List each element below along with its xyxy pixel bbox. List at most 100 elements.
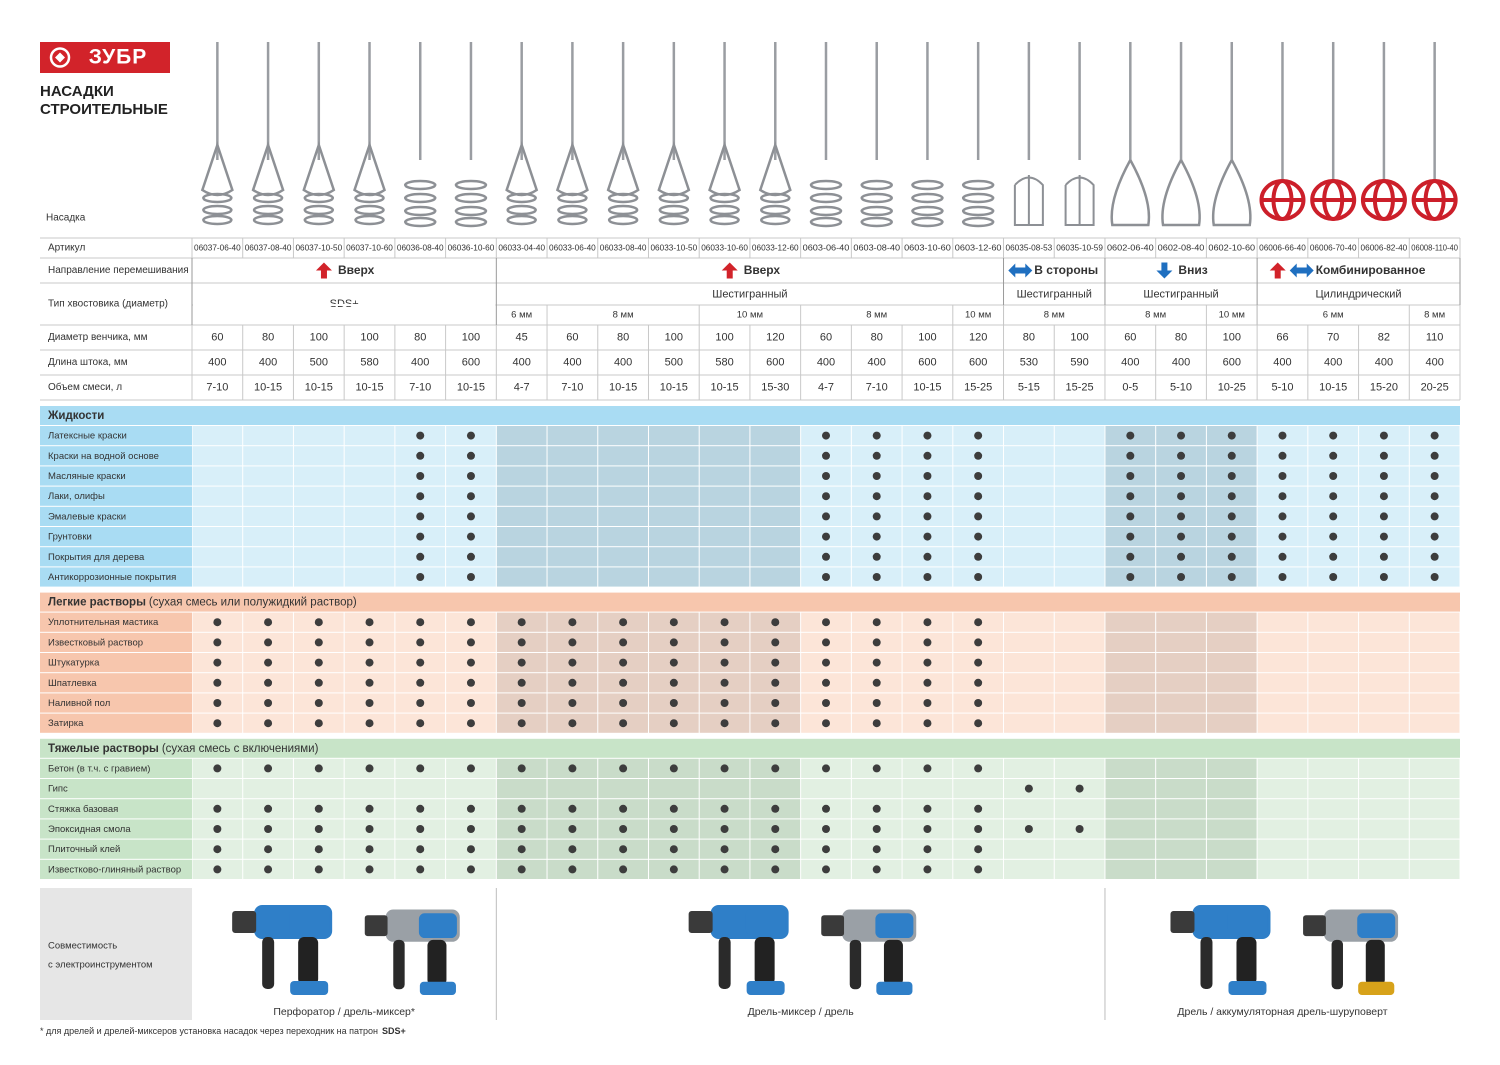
cell [1206,673,1257,693]
paddle-spiral [860,216,893,228]
compat-label: с электроинструментом [48,960,153,971]
cell [192,527,243,547]
dot [517,764,526,773]
dot [974,618,983,627]
dot [1278,573,1287,581]
dot [1379,431,1388,440]
spec-value: 100 [715,331,733,343]
cell [293,779,344,799]
spec-value: 80 [262,331,274,343]
spec-value: 600 [1223,356,1241,368]
dot [517,845,526,854]
cell [1105,632,1156,652]
dot [416,638,425,647]
cell [1308,632,1359,652]
cell [1105,779,1156,799]
cell [1257,859,1308,879]
row-label: Шпатлевка [48,678,97,689]
spec-value: 10-15 [305,381,333,393]
cell [547,567,598,587]
dot [822,638,830,647]
spec-value: 600 [462,356,480,368]
cell [648,567,699,587]
cell [1409,713,1460,733]
dot [669,845,678,854]
cell [699,506,750,526]
dot [923,431,932,440]
dot [923,552,932,561]
paddle-spiral [557,214,588,226]
cell [243,466,293,486]
paddle [911,42,944,228]
dot [416,451,425,460]
dot [669,658,678,667]
dot [568,825,577,833]
dot [974,719,983,728]
dot [1227,552,1236,561]
dot [974,573,983,581]
dot [365,825,374,833]
dot [1024,784,1033,793]
row-label: Краски на водной основе [48,451,159,462]
paddle-spiral [557,204,588,216]
spec-value: 590 [1070,356,1088,368]
cell [648,446,699,466]
dot [974,764,983,773]
dot [568,638,577,647]
cell [192,446,243,466]
cell [1359,859,1409,879]
article: 06037-10-60 [346,242,393,252]
dot [720,678,729,687]
spec-value: 100 [462,331,480,343]
dot [974,512,983,521]
dot [974,804,983,813]
dot [1430,512,1439,521]
dot [466,451,475,460]
row-label: Масляные краски [48,471,126,482]
compat-caption: Дрель / аккумуляторная дрель-шуруповерт [1177,1006,1387,1018]
cell [344,567,395,587]
cell [1409,859,1460,879]
cell [1359,819,1409,839]
dot [416,865,425,874]
spec-value: 100 [665,331,683,343]
cell [192,547,243,567]
article: 06037-06-40 [194,242,241,252]
cell [1359,799,1409,819]
dot [365,865,374,874]
row-label-cell [40,819,192,839]
cell [1206,612,1257,632]
paddle-spiral [911,179,944,191]
dot [416,472,425,480]
cell [1308,758,1359,778]
row-label: Диаметр венчика, мм [48,332,148,343]
cell [547,547,598,567]
spec-value: 10-15 [710,381,738,393]
cell [192,779,243,799]
paddle-spiral [454,179,488,191]
paddle [657,42,691,226]
dot [466,845,475,854]
paddle [1064,42,1095,226]
shank-size: 10 мм [1219,310,1245,321]
dot [568,719,577,728]
drill-chuck [1303,915,1326,937]
dot [974,532,983,541]
spec-value: 120 [969,331,987,343]
spec-value: 580 [360,356,378,368]
section-title-main: Тяжелые растворы [48,743,159,755]
cell [243,446,293,466]
drill-stripe [418,913,457,938]
cell [699,486,750,506]
dot [822,678,830,687]
cell [699,527,750,547]
section-note: (сухая смесь с включениями) [162,743,319,755]
cell [699,446,750,466]
cell [1257,632,1308,652]
article: 06033-08-40 [600,242,647,252]
cell [1004,466,1054,486]
dot [517,678,526,687]
dot [923,764,932,773]
cell [598,527,648,547]
row-label-cell [40,758,192,778]
